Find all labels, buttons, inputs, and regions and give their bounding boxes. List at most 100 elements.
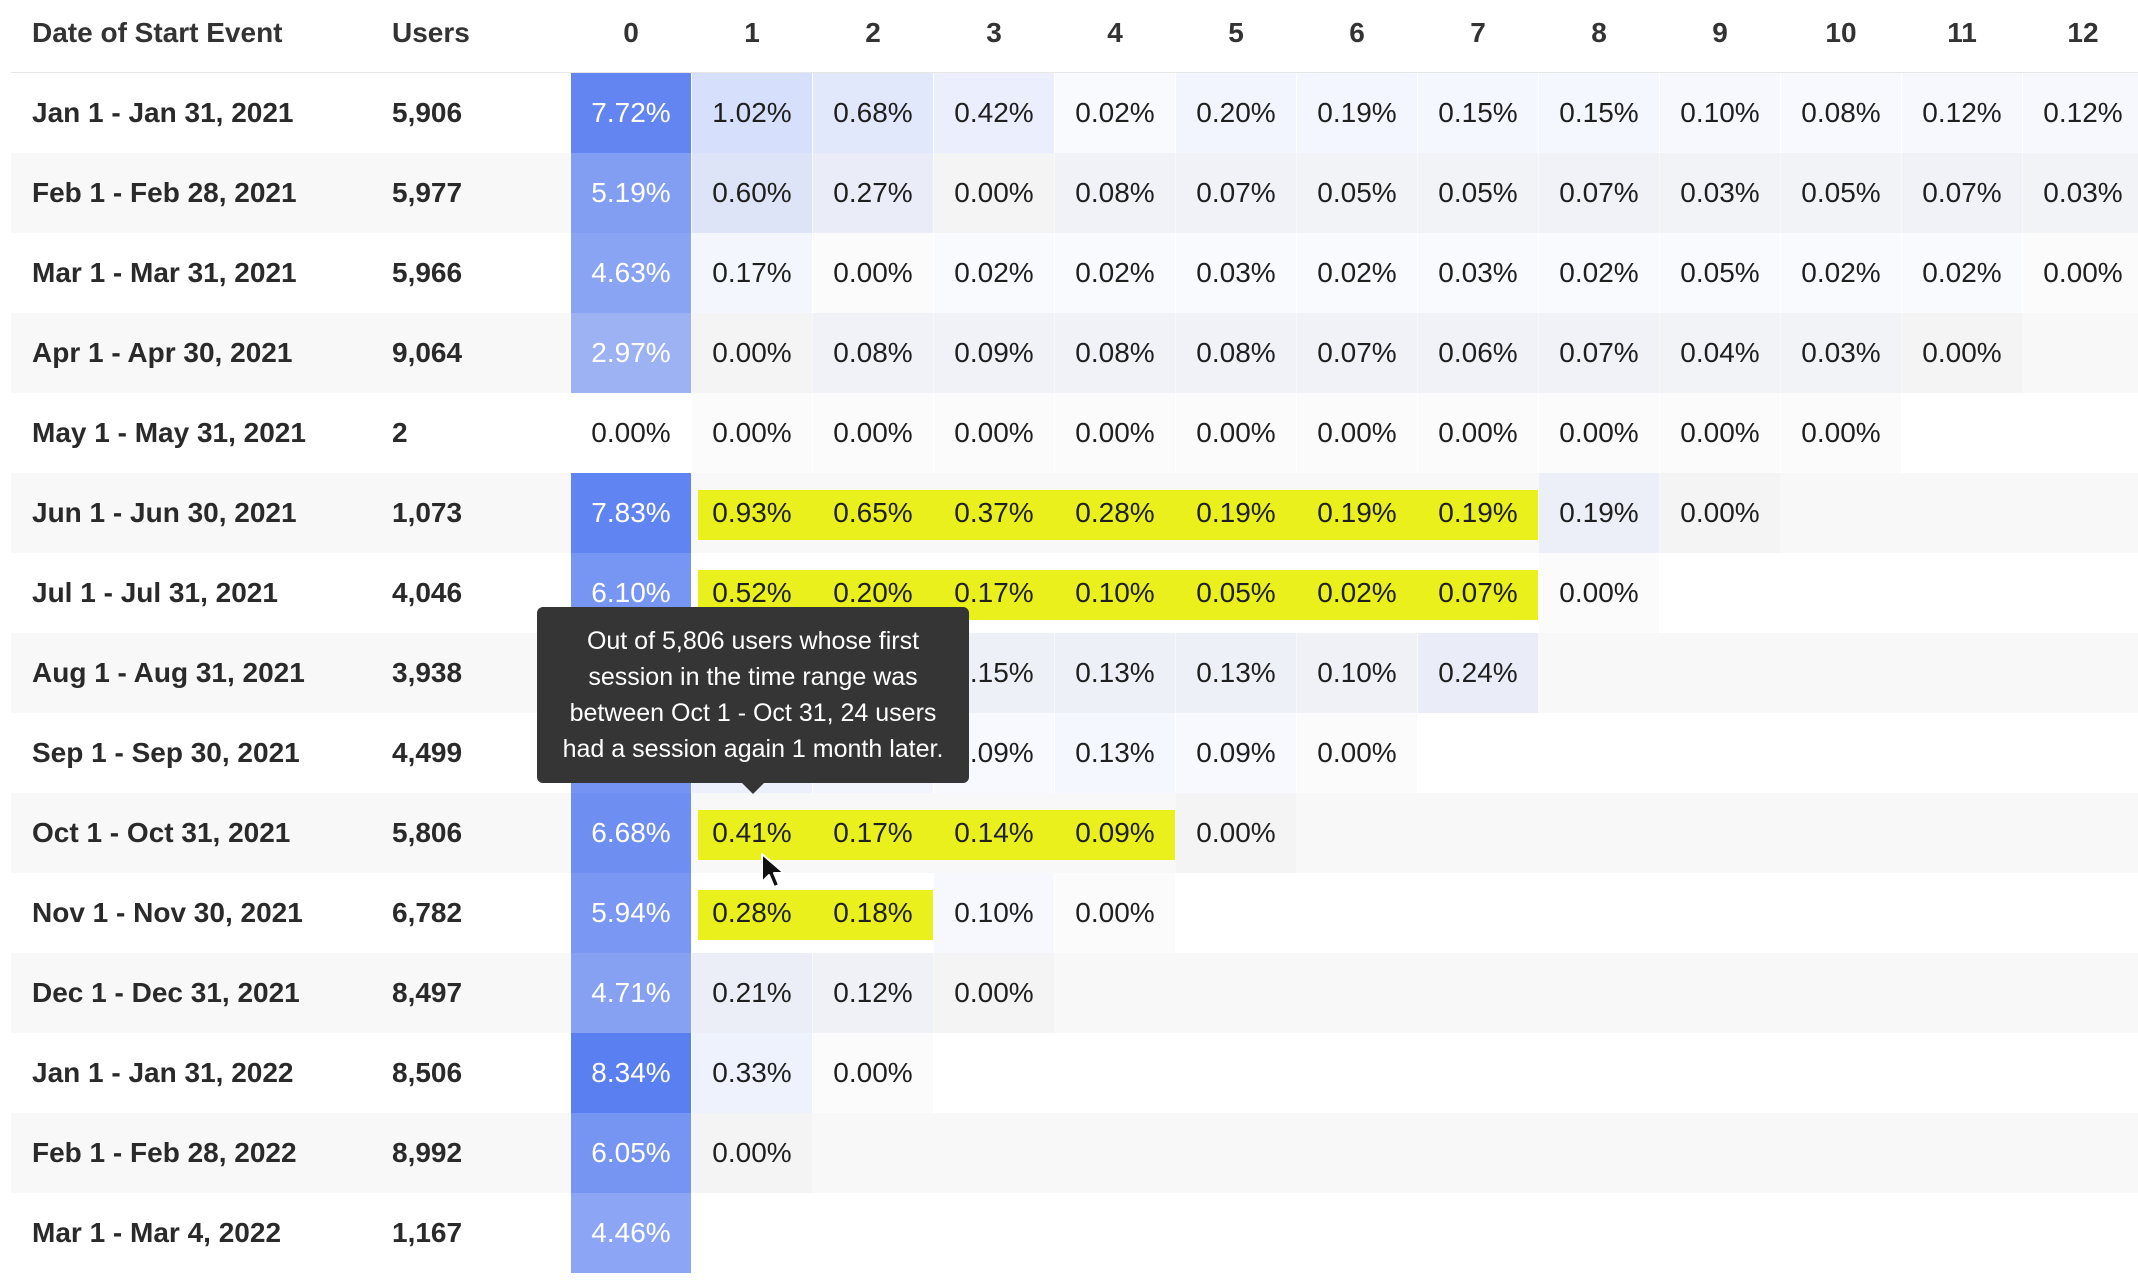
retention-cell[interactable]: 0.05% (1196, 577, 1276, 608)
retention-cell[interactable]: 1.02% (692, 73, 812, 153)
retention-cell[interactable]: 0.10% (1075, 577, 1155, 608)
retention-cell[interactable]: 0.13% (1055, 713, 1175, 793)
retention-cell[interactable]: 0.02% (1055, 73, 1175, 153)
retention-cell[interactable]: 0.03% (1660, 153, 1780, 233)
retention-cell[interactable]: 0.00% (2043, 257, 2123, 288)
header-period-2[interactable]: 2 (865, 17, 881, 48)
retention-cell[interactable]: 0.52% (712, 577, 792, 608)
retention-cell[interactable]: 0.09% (934, 313, 1054, 393)
retention-cell[interactable]: 0.03% (2023, 153, 2138, 233)
retention-cell[interactable]: 0.00% (1317, 417, 1397, 448)
retention-cell[interactable]: 0.03% (1418, 233, 1538, 313)
retention-cell[interactable]: 0.08% (1176, 313, 1296, 393)
retention-cell[interactable]: 0.00% (833, 417, 913, 448)
retention-cell[interactable]: 0.19% (1539, 473, 1659, 553)
retention-cell[interactable]: 0.02% (1317, 577, 1397, 608)
retention-cell[interactable]: 0.28% (712, 897, 792, 928)
retention-cell[interactable]: 0.00% (1680, 417, 1760, 448)
retention-cell[interactable]: 0.15% (1539, 73, 1659, 153)
retention-cell[interactable]: 0.00% (954, 177, 1034, 208)
retention-cell[interactable]: 0.33% (692, 1033, 812, 1113)
retention-cell[interactable]: 0.00% (712, 337, 792, 368)
retention-cell[interactable]: 4.71% (571, 953, 691, 1033)
retention-cell[interactable]: 0.42% (934, 73, 1054, 153)
retention-cell[interactable]: 0.00% (591, 417, 671, 448)
retention-cell[interactable]: 0.02% (1055, 233, 1175, 313)
retention-cell[interactable]: 0.00% (1559, 417, 1639, 448)
retention-cell[interactable]: 0.00% (1438, 417, 1518, 448)
retention-cell[interactable]: 0.00% (1680, 497, 1760, 528)
retention-cell[interactable]: 0.07% (1539, 313, 1659, 393)
retention-cell[interactable]: 7.72% (571, 73, 691, 153)
retention-cell[interactable]: 0.07% (1539, 153, 1659, 233)
retention-cell[interactable]: 0.05% (1781, 153, 1901, 233)
retention-cell[interactable]: 0.08% (813, 313, 933, 393)
retention-cell[interactable]: 0.06% (1418, 313, 1538, 393)
retention-cell[interactable]: 0.37% (954, 497, 1034, 528)
header-period-11[interactable]: 11 (1947, 17, 1977, 48)
retention-cell[interactable]: 0.00% (954, 417, 1034, 448)
retention-cell[interactable]: 0.19% (1317, 497, 1397, 528)
header-period-4[interactable]: 4 (1107, 17, 1123, 48)
retention-cell[interactable]: 0.02% (1781, 233, 1901, 313)
retention-cell[interactable]: 2.97% (571, 313, 691, 393)
retention-cell[interactable]: 0.65% (833, 497, 913, 528)
retention-cell[interactable]: 0.41% (712, 817, 792, 848)
retention-cell[interactable]: 0.10% (1660, 73, 1780, 153)
header-period-10[interactable]: 10 (1825, 17, 1857, 48)
retention-cell[interactable]: 0.02% (1902, 233, 2022, 313)
header-period-5[interactable]: 5 (1228, 17, 1244, 48)
retention-cell[interactable]: 0.00% (954, 977, 1034, 1008)
retention-cell[interactable]: 4.46% (571, 1193, 691, 1273)
header-date-of-start-event[interactable]: Date of Start Event (32, 17, 283, 48)
header-period-0[interactable]: 0 (623, 17, 639, 48)
retention-cell[interactable]: 0.07% (1438, 577, 1518, 608)
retention-cell[interactable]: 0.17% (833, 817, 913, 848)
retention-cell[interactable]: 0.19% (1297, 73, 1417, 153)
retention-cell[interactable]: 0.03% (1781, 313, 1901, 393)
retention-cell[interactable]: 0.21% (692, 953, 812, 1033)
retention-cell[interactable]: 0.27% (813, 153, 933, 233)
retention-cell[interactable]: 0.02% (934, 233, 1054, 313)
retention-cell[interactable]: 0.13% (1055, 633, 1175, 713)
retention-cell[interactable]: 0.00% (1075, 897, 1155, 928)
retention-cell[interactable]: 0.00% (1922, 337, 2002, 368)
retention-cell[interactable]: 0.18% (833, 897, 913, 928)
retention-cell[interactable]: 0.28% (1075, 497, 1155, 528)
header-period-12[interactable]: 12 (2067, 17, 2099, 48)
retention-cell[interactable]: 0.02% (1297, 233, 1417, 313)
retention-cell[interactable]: 0.00% (712, 417, 792, 448)
retention-cell[interactable]: 0.08% (1055, 313, 1175, 393)
retention-cell[interactable]: 0.07% (1297, 313, 1417, 393)
retention-cell[interactable]: 6.68% (571, 793, 691, 873)
header-period-9[interactable]: 9 (1712, 17, 1728, 48)
retention-cell[interactable]: 5.94% (571, 873, 691, 953)
retention-cell[interactable]: 0.10% (1297, 633, 1417, 713)
retention-cell[interactable]: 0.09% (1176, 713, 1296, 793)
retention-cell[interactable]: 0.12% (813, 953, 933, 1033)
retention-cell[interactable]: 0.07% (1176, 153, 1296, 233)
retention-cell[interactable]: 0.00% (1559, 577, 1639, 608)
retention-cell[interactable]: 0.05% (1297, 153, 1417, 233)
header-period-1[interactable]: 1 (744, 17, 760, 48)
retention-cell[interactable]: 0.12% (1902, 73, 2022, 153)
retention-cell[interactable]: 0.17% (692, 233, 812, 313)
retention-cell[interactable]: 0.15% (1418, 73, 1538, 153)
retention-cell[interactable]: 0.02% (1539, 233, 1659, 313)
retention-cell[interactable]: 0.00% (1075, 417, 1155, 448)
retention-cell[interactable]: 0.09% (1075, 817, 1155, 848)
retention-cell[interactable]: 0.00% (1317, 737, 1397, 768)
header-users[interactable]: Users (392, 17, 470, 48)
retention-cell[interactable]: 0.07% (1902, 153, 2022, 233)
retention-cell[interactable]: 0.08% (1055, 153, 1175, 233)
retention-cell[interactable]: 0.00% (1196, 417, 1276, 448)
retention-cell[interactable]: 0.05% (1660, 233, 1780, 313)
retention-cell[interactable]: 0.10% (934, 873, 1054, 953)
retention-cell[interactable]: 0.20% (1176, 73, 1296, 153)
header-period-6[interactable]: 6 (1349, 17, 1365, 48)
retention-cell[interactable]: 0.12% (2023, 73, 2138, 153)
header-period-3[interactable]: 3 (986, 17, 1002, 48)
retention-cell[interactable]: 0.05% (1418, 153, 1538, 233)
retention-cell[interactable]: 0.03% (1176, 233, 1296, 313)
retention-cell[interactable]: 0.00% (1801, 417, 1881, 448)
